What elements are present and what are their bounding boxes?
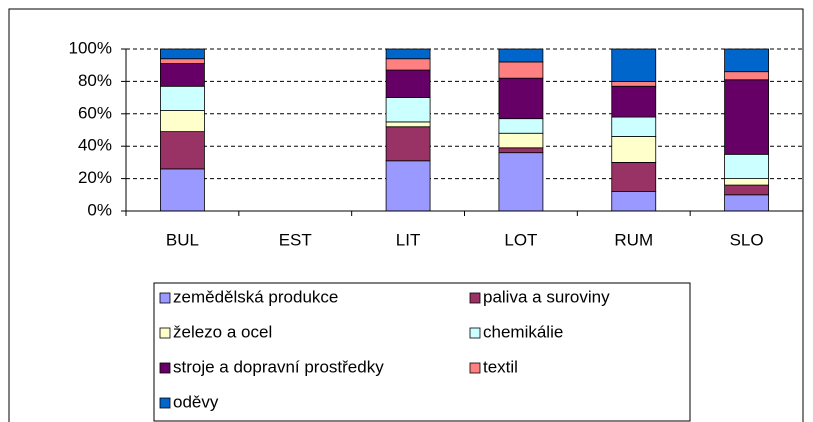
- bar-segment: [160, 48, 205, 60]
- bar-segment: [385, 69, 431, 98]
- bar-segment: [385, 58, 431, 71]
- x-tick-label: EST: [279, 230, 312, 249]
- bar-segment: [611, 116, 657, 137]
- bar-segment: [498, 48, 544, 63]
- legend-label: textil: [483, 357, 518, 376]
- legend-label: chemikálie: [483, 322, 563, 341]
- bar-segment: [611, 81, 657, 87]
- bar-segment: [385, 121, 431, 128]
- legend-swatch: [469, 327, 481, 339]
- y-tick-label: 0%: [87, 200, 112, 219]
- bar-segment: [611, 161, 657, 192]
- bar-segment: [611, 191, 657, 212]
- bar-segment: [160, 168, 205, 212]
- bar-segment: [385, 126, 431, 162]
- legend-swatch: [469, 362, 481, 374]
- legend-swatch: [159, 292, 171, 304]
- legend-label: stroje a dopravní prostředky: [173, 357, 384, 376]
- y-tick-label: 40%: [78, 136, 112, 155]
- x-tick-label: RUM: [614, 230, 653, 249]
- legend-label: železo a ocel: [173, 322, 272, 341]
- legend-swatch: [159, 362, 171, 374]
- legend-label: oděvy: [173, 392, 219, 411]
- bar-segment: [724, 79, 769, 155]
- legend-swatch: [159, 397, 171, 409]
- y-tick-label: 100%: [69, 38, 112, 57]
- x-tick-label: LIT: [396, 230, 421, 249]
- x-tick-label: LOT: [504, 230, 537, 249]
- bar-segment: [498, 118, 544, 134]
- bar-segment: [385, 97, 431, 123]
- bar-segment: [385, 48, 431, 60]
- bar-segment: [160, 58, 205, 64]
- bar-segment: [724, 71, 769, 81]
- bar-segment: [160, 110, 205, 133]
- x-tick-label: BUL: [166, 230, 199, 249]
- legend-label: paliva a suroviny: [483, 287, 610, 306]
- bar-segment: [160, 131, 205, 170]
- bar-segment: [724, 184, 769, 196]
- y-tick-label: 80%: [78, 71, 112, 90]
- x-tick-label: SLO: [730, 230, 764, 249]
- bar-segment: [498, 152, 544, 212]
- bar-segment: [611, 85, 657, 118]
- legend-label: zemědělská produkce: [173, 287, 338, 306]
- y-tick-label: 20%: [78, 168, 112, 187]
- bar-segment: [385, 160, 431, 212]
- bar-segment: [160, 63, 205, 87]
- bar-segment: [498, 132, 544, 149]
- bar-segment: [724, 178, 769, 186]
- bar-segment: [498, 147, 544, 154]
- legend-swatch: [469, 292, 481, 304]
- bar-segment: [724, 153, 769, 180]
- bar-segment: [160, 85, 205, 111]
- bar-segment: [611, 136, 657, 163]
- bar-segment: [498, 77, 544, 120]
- bar-segment: [611, 48, 657, 82]
- bar-segment: [724, 194, 769, 212]
- y-tick-label: 60%: [78, 103, 112, 122]
- legend-box: [153, 282, 691, 422]
- bar-segment: [498, 61, 544, 79]
- legend-swatch: [159, 327, 171, 339]
- bar-segment: [724, 48, 769, 73]
